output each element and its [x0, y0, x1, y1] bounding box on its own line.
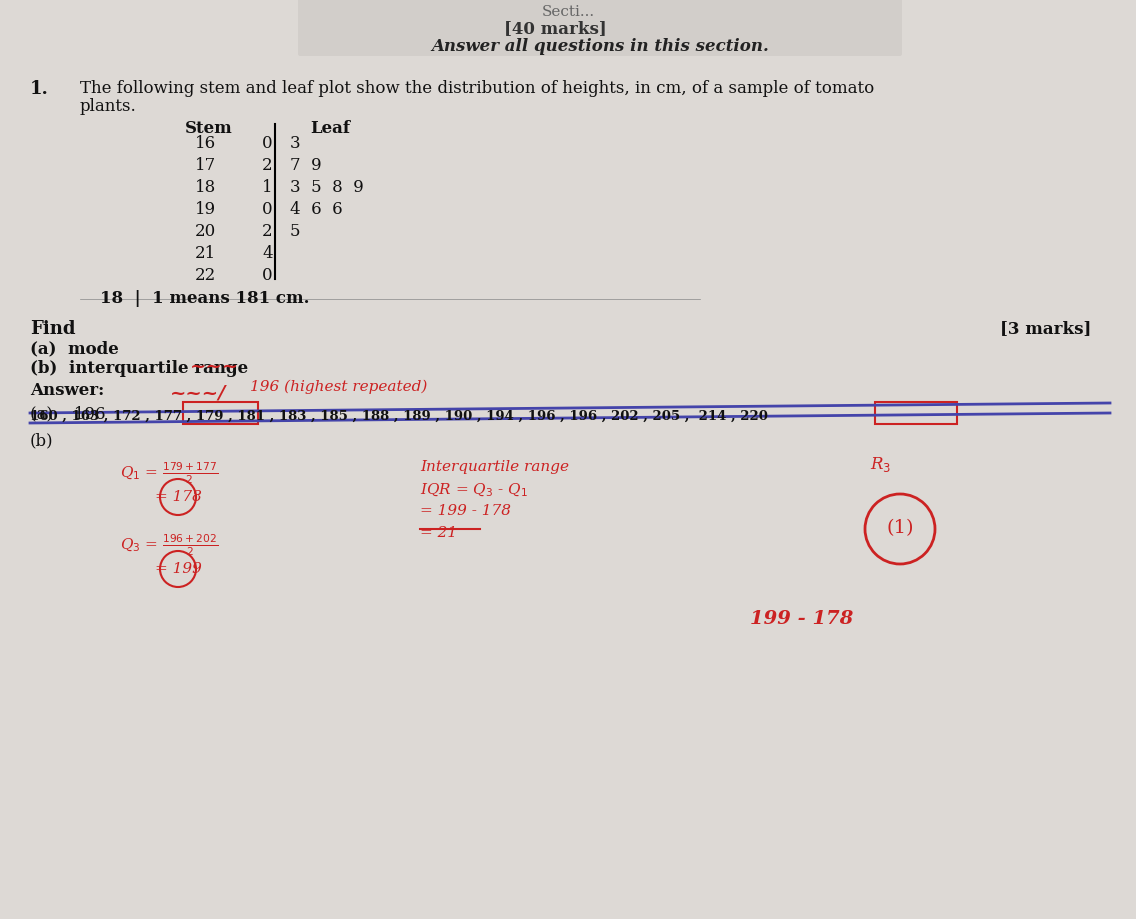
- Text: 19: 19: [195, 200, 216, 218]
- Text: Answer all questions in this section.: Answer all questions in this section.: [432, 38, 769, 55]
- Text: 7  9: 7 9: [290, 157, 321, 174]
- Text: Q$_1$ = $\frac{179+177}{2}$: Q$_1$ = $\frac{179+177}{2}$: [120, 460, 218, 485]
- Text: Q$_3$ = $\frac{196+202}{2}$: Q$_3$ = $\frac{196+202}{2}$: [120, 531, 218, 557]
- FancyBboxPatch shape: [298, 0, 902, 57]
- Text: 196 (highest repeated): 196 (highest repeated): [250, 380, 427, 394]
- Bar: [183, 403, 258, 425]
- Text: 1: 1: [262, 179, 273, 196]
- Text: 199 - 178: 199 - 178: [750, 609, 853, 628]
- Text: 160 , 163 , 172 , 177 , 179 , 181 , 183 , 185 , 188 , 189 , 190 , 194 , 196 , 19: 160 , 163 , 172 , 177 , 179 , 181 , 183 …: [30, 410, 768, 423]
- Text: 17: 17: [195, 157, 216, 174]
- Text: 0: 0: [262, 200, 273, 218]
- Text: R$_3$: R$_3$: [870, 455, 892, 473]
- Bar: [875, 403, 957, 425]
- Text: The following stem and leaf plot show the distribution of heights, in cm, of a s: The following stem and leaf plot show th…: [80, 80, 875, 96]
- Text: 3  5  8  9: 3 5 8 9: [290, 179, 364, 196]
- Text: 18  |  1 means 181 cm.: 18 | 1 means 181 cm.: [100, 289, 309, 307]
- Text: = 178: = 178: [154, 490, 202, 504]
- Text: 1.: 1.: [30, 80, 49, 98]
- Text: ~~~/: ~~~/: [170, 384, 226, 403]
- Text: 2: 2: [262, 157, 273, 174]
- Text: Secti...: Secti...: [542, 5, 594, 19]
- Text: 4  6  6: 4 6 6: [290, 200, 343, 218]
- Text: Find: Find: [30, 320, 75, 337]
- Text: 16: 16: [195, 135, 216, 152]
- Text: 21: 21: [195, 244, 216, 262]
- Text: (a)  mode: (a) mode: [30, 340, 119, 357]
- Text: (b)  interquartile range: (b) interquartile range: [30, 359, 248, 377]
- Text: (a)    196: (a) 196: [30, 404, 106, 422]
- Text: 18: 18: [195, 179, 216, 196]
- Text: 5: 5: [290, 222, 301, 240]
- Text: Stem: Stem: [185, 119, 233, 137]
- Text: 22: 22: [195, 267, 216, 284]
- Text: plants.: plants.: [80, 98, 136, 115]
- Text: ~~~: ~~~: [190, 357, 239, 376]
- Text: 20: 20: [195, 222, 216, 240]
- Text: 0: 0: [262, 267, 273, 284]
- Text: IQR = Q$_3$ - Q$_1$: IQR = Q$_3$ - Q$_1$: [420, 482, 528, 499]
- Text: Answer:: Answer:: [30, 381, 105, 399]
- Text: 2: 2: [262, 222, 273, 240]
- Text: [3 marks]: [3 marks]: [1000, 320, 1092, 336]
- Text: 4: 4: [262, 244, 273, 262]
- Text: = 199: = 199: [154, 562, 202, 575]
- Text: Leaf: Leaf: [310, 119, 350, 137]
- Text: 3: 3: [290, 135, 301, 152]
- Text: [40 marks]: [40 marks]: [503, 20, 607, 37]
- Text: (1): (1): [886, 518, 913, 537]
- Text: = 21: = 21: [420, 526, 457, 539]
- Text: 0: 0: [262, 135, 273, 152]
- Text: Interquartile range: Interquartile range: [420, 460, 569, 473]
- Text: = 199 - 178: = 199 - 178: [420, 504, 511, 517]
- Text: (b): (b): [30, 432, 53, 448]
